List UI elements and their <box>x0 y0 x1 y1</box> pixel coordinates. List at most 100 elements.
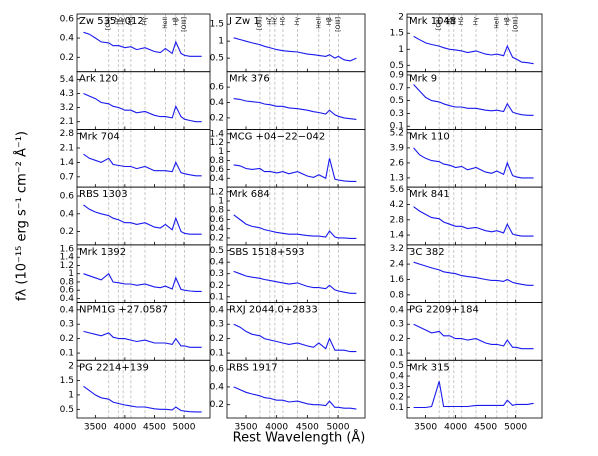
y-tick-label: 0.9 <box>390 70 405 80</box>
y-tick-label: 5.6 <box>390 185 405 195</box>
emission-line-label: Hβ <box>326 17 333 26</box>
spectrum-line <box>413 84 534 116</box>
y-tick-label: 1 <box>218 196 224 206</box>
emission-line-label: Hδ <box>127 17 134 26</box>
y-tick-label: 0.4 <box>210 98 225 108</box>
spectrum-line <box>233 158 357 182</box>
y-tick-label: 1.4 <box>60 158 75 168</box>
y-tick-label: 0.4 <box>60 34 75 44</box>
y-tick-label: 0.3 <box>390 109 404 119</box>
x-tick-label: 4000 <box>265 423 288 433</box>
y-tick-label: 1 <box>218 37 224 47</box>
y-tick-label: 0.6 <box>210 83 225 93</box>
panel-title: Mrk 704 <box>79 131 120 142</box>
spectrum-line <box>83 153 202 177</box>
spectrum-line <box>413 381 534 409</box>
x-tick-label: 4000 <box>444 423 467 433</box>
emission-line-label: [OII] <box>436 17 443 30</box>
y-tick-label: 0.8 <box>390 290 405 300</box>
y-tick-label: 0.2 <box>60 53 74 63</box>
x-tick-label: 4500 <box>143 423 166 433</box>
y-axis-label: fλ (10⁻¹⁵ erg s⁻¹ cm⁻² Å⁻¹) <box>14 131 30 301</box>
y-tick-label: 0.8 <box>210 156 225 166</box>
y-tick-label: 1.3 <box>390 173 404 183</box>
x-tick-label: 4000 <box>113 423 136 433</box>
emission-line-label: [OII] <box>105 17 112 30</box>
emission-line-label: Hγ <box>141 17 148 26</box>
panel-title: Mrk 110 <box>409 131 450 142</box>
emission-line-label: Hβ <box>172 17 179 26</box>
y-tick-label: 3.2 <box>60 103 74 113</box>
y-tick-label: 4.3 <box>60 89 74 99</box>
spectrum-line <box>233 270 357 294</box>
spectrum-line <box>83 330 202 348</box>
y-tick-label: 0.2 <box>60 334 74 344</box>
y-tick-label: 0.1 <box>390 349 404 359</box>
emission-line-label: HeII <box>493 17 500 29</box>
emission-line-label: Hδ <box>279 17 286 26</box>
y-tick-label: 0.7 <box>390 83 404 93</box>
y-tick-label: 0.2 <box>60 227 74 237</box>
panel-title: RBS 1303 <box>79 189 128 200</box>
panel-title: Mrk 684 <box>229 189 270 200</box>
emission-line-label: Hγ <box>294 17 301 26</box>
y-tick-label: 1.6 <box>60 244 75 254</box>
y-tick-label: 1.5 <box>390 29 404 39</box>
y-tick-label: 0.6 <box>210 365 225 375</box>
y-tick-label: 0.4 <box>210 224 225 234</box>
spectrum-line <box>83 385 202 413</box>
panel-frame <box>226 359 366 419</box>
panel-title: PG 2209+184 <box>409 305 479 316</box>
panel-title: 3C 382 <box>409 247 445 258</box>
spectrum-line <box>233 37 357 62</box>
panel-title: Ark 120 <box>79 74 118 85</box>
y-tick-label: 0.2 <box>390 393 404 403</box>
y-tick-label: 0.4 <box>60 305 75 315</box>
y-tick-label: 0.7 <box>60 172 74 182</box>
spectrum-line <box>413 323 534 350</box>
spectrum-line <box>413 261 534 286</box>
emission-line-label: Hε <box>120 17 127 25</box>
y-tick-label: 1 <box>218 147 224 157</box>
panel-title: MCG +04−22−042 <box>229 131 325 142</box>
y-tick-label: 0.1 <box>210 292 224 302</box>
emission-line-label: [OIII] <box>181 17 188 32</box>
panel-title: NPM1G +27.0587 <box>79 305 168 316</box>
spectrum-line <box>233 98 357 120</box>
y-tick-label: 0.4 <box>390 372 405 382</box>
panel-title: Mrk 315 <box>409 362 450 373</box>
y-tick-label: 2.8 <box>390 215 405 225</box>
x-tick-label: 4500 <box>296 423 319 433</box>
spectrum-line <box>83 92 202 123</box>
panel-title: I Zw 1 <box>229 16 260 27</box>
emission-line-label: [OII] <box>256 17 263 30</box>
y-tick-label: 0.8 <box>60 277 75 287</box>
emission-line-label: Hζ <box>445 17 452 25</box>
y-tick-label: 1.2 <box>210 187 224 197</box>
y-tick-label: 5.4 <box>60 75 75 85</box>
y-tick-label: 1.4 <box>210 129 225 139</box>
y-tick-label: 0.4 <box>210 174 225 184</box>
emission-line-label: Hβ <box>504 17 511 26</box>
x-tick-label: 5000 <box>327 423 350 433</box>
y-tick-label: 0.3 <box>390 382 404 392</box>
panel-title: Mrk 1392 <box>79 247 126 258</box>
panel-frame <box>76 359 211 419</box>
y-tick-label: 1.2 <box>210 138 224 148</box>
x-tick-label: 3500 <box>235 423 258 433</box>
x-tick-label: 3500 <box>84 423 107 433</box>
panel-title: Mrk 9 <box>409 74 437 85</box>
panel-title: Zw 535−012 <box>79 16 144 27</box>
y-tick-label: 3.2 <box>390 244 404 254</box>
y-tick-label: 0.6 <box>60 286 75 296</box>
y-tick-label: 4.2 <box>390 200 404 210</box>
panel-title: SBS 1518+593 <box>229 247 304 258</box>
y-tick-label: 1.4 <box>60 253 75 263</box>
panel-frame <box>406 359 543 419</box>
y-tick-label: 2.1 <box>60 143 74 153</box>
panel-title: Mrk 841 <box>409 189 450 200</box>
y-tick-label: 0.3 <box>60 320 74 330</box>
spectrum-line <box>413 206 534 237</box>
emission-line-label: Hδ <box>458 17 465 26</box>
